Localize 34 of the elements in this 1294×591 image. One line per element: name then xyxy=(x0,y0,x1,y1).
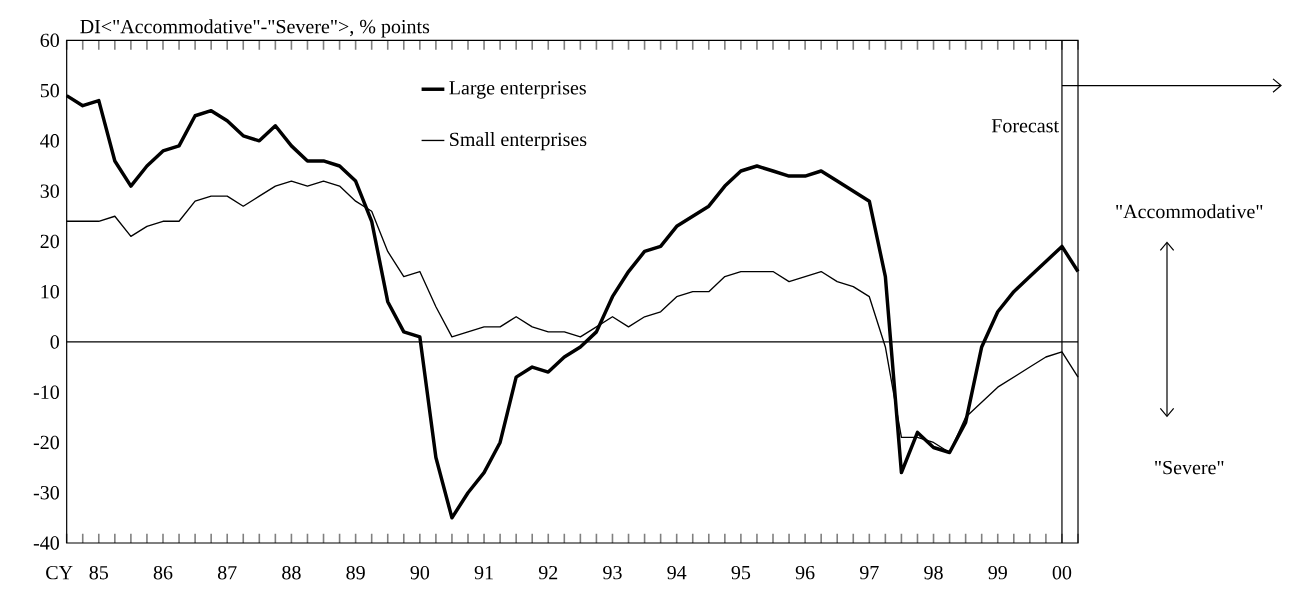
y-tick-label: -40 xyxy=(33,536,59,550)
x-axis-title: CY xyxy=(46,565,73,580)
x-tick-label: 99 xyxy=(988,565,1007,580)
x-tick-label: 96 xyxy=(795,565,815,580)
y-tick-label: 40 xyxy=(40,134,59,148)
x-tick-label: 91 xyxy=(474,565,493,580)
y-tick-label: -30 xyxy=(33,485,59,500)
y-tick-label: 50 xyxy=(40,83,59,98)
x-tick-label: 87 xyxy=(217,565,237,580)
x-tick-label: 85 xyxy=(89,565,109,580)
y-tick-label: 60 xyxy=(40,33,59,48)
x-tick-label: 98 xyxy=(924,565,943,580)
y-tick-label: 20 xyxy=(40,234,59,249)
x-tick-label: 95 xyxy=(731,565,751,580)
y-tick-label: -20 xyxy=(33,435,59,450)
x-tick-label: 89 xyxy=(346,565,365,580)
x-tick-label: 94 xyxy=(667,565,687,580)
y-tick-label: 30 xyxy=(40,184,59,198)
x-tick-label: 93 xyxy=(603,565,622,580)
text: "Accommodative" xyxy=(1116,204,1263,219)
y-tick-label: -10 xyxy=(33,385,59,399)
y-axis-title: DI<"Accommodative"-"Severe">, % points xyxy=(80,19,430,38)
legend-label: Small enterprises xyxy=(450,132,587,151)
ref-line-label: Forecast xyxy=(991,119,1059,133)
x-tick-label: 90 xyxy=(410,565,430,580)
x-tick-label: 92 xyxy=(538,565,558,580)
text: "Severe" xyxy=(1155,460,1224,475)
x-tick-label: 00 xyxy=(1052,565,1072,580)
y-tick-label: 10 xyxy=(41,284,59,299)
y-tick-label: 0 xyxy=(50,335,59,349)
x-tick-label: 86 xyxy=(153,565,173,580)
x-tick-label: 97 xyxy=(859,565,879,580)
legend-label: Large enterprises xyxy=(449,81,586,99)
x-tick-label: 88 xyxy=(282,565,301,580)
